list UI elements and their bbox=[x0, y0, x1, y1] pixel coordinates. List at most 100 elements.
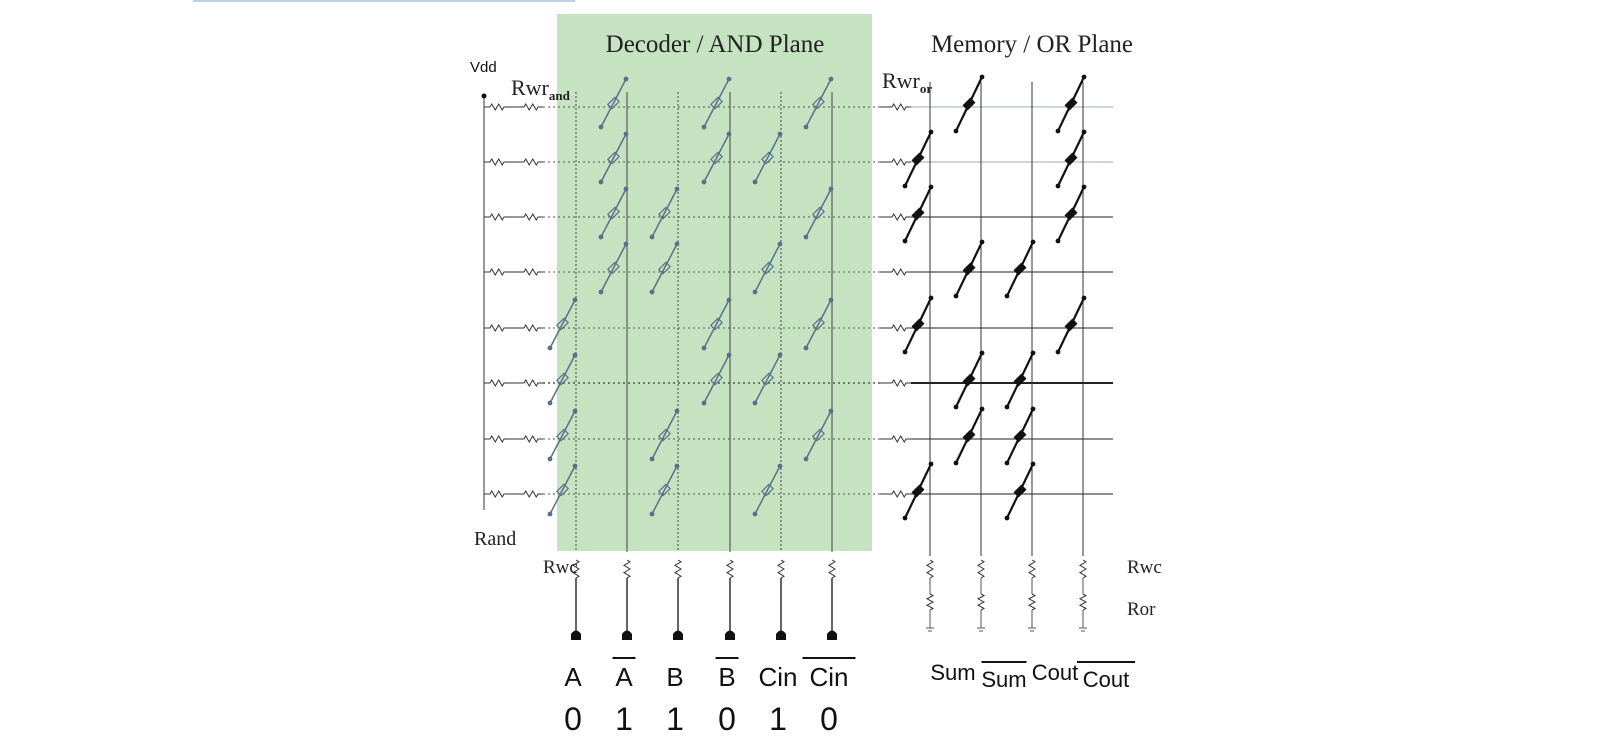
rand-resistor bbox=[485, 268, 509, 276]
device-core bbox=[811, 428, 826, 442]
and-plane-device bbox=[598, 76, 629, 130]
device-terminal bbox=[726, 352, 732, 358]
device-terminal bbox=[1004, 515, 1010, 521]
input-label: Cin bbox=[758, 662, 797, 692]
and-plane-device bbox=[598, 241, 629, 295]
device-terminal bbox=[953, 293, 959, 299]
device-terminal bbox=[1004, 293, 1010, 299]
ror-resistor bbox=[925, 593, 935, 611]
input-value: 1 bbox=[666, 701, 684, 737]
and-plane-device bbox=[803, 76, 834, 130]
vdd-label: Vdd bbox=[470, 59, 497, 76]
device-terminal bbox=[803, 124, 809, 130]
or-plane-device bbox=[1004, 406, 1036, 466]
device-terminal bbox=[1081, 129, 1087, 135]
device-terminal bbox=[803, 345, 809, 351]
rand-label: Rand bbox=[474, 528, 516, 550]
and-plane-device bbox=[649, 463, 680, 517]
rwr-and-label: Rwrand bbox=[511, 75, 571, 103]
rwc-right-label: Rwc bbox=[1127, 557, 1162, 578]
device-terminal bbox=[649, 456, 655, 462]
rwc-resistor bbox=[777, 559, 785, 579]
device-terminal bbox=[623, 76, 629, 82]
or-plane-device bbox=[1055, 184, 1087, 244]
device-terminal bbox=[547, 345, 553, 351]
rwr-or-resistor bbox=[887, 158, 911, 166]
device-core bbox=[1013, 373, 1027, 387]
device-body bbox=[651, 188, 678, 238]
device-core bbox=[760, 372, 775, 386]
device-body bbox=[651, 465, 678, 515]
device-core bbox=[1013, 484, 1027, 498]
rwc-resistor bbox=[926, 559, 934, 579]
and-plane-device bbox=[547, 463, 578, 517]
and-plane-device bbox=[701, 76, 732, 130]
rwr-or-resistor bbox=[887, 490, 911, 498]
device-terminal bbox=[928, 184, 934, 190]
device-body bbox=[703, 133, 730, 183]
device-core bbox=[760, 151, 775, 165]
device-body bbox=[651, 243, 678, 293]
device-body bbox=[600, 78, 627, 128]
rwr-and-resistor bbox=[519, 103, 543, 111]
device-terminal bbox=[777, 241, 783, 247]
device-terminal bbox=[598, 124, 604, 130]
input-value: 1 bbox=[769, 701, 787, 737]
or-plane-device bbox=[1004, 461, 1036, 521]
device-core bbox=[1013, 429, 1027, 443]
rwc-resistor bbox=[623, 559, 631, 579]
rwc-resistor bbox=[674, 559, 682, 579]
rwr-and-resistor bbox=[519, 435, 543, 443]
device-terminal bbox=[979, 74, 985, 80]
input-label: A bbox=[564, 662, 582, 692]
device-terminal bbox=[572, 463, 578, 469]
and-plane-device bbox=[701, 352, 732, 406]
output-label: Cout bbox=[1032, 660, 1078, 685]
rwr-and-resistor bbox=[519, 213, 543, 221]
and-plane-device bbox=[649, 186, 680, 240]
device-terminal bbox=[953, 404, 959, 410]
device-terminal bbox=[1055, 238, 1061, 244]
device-body bbox=[600, 133, 627, 183]
and-plane-device bbox=[803, 297, 834, 351]
rwc-resistor bbox=[977, 559, 985, 579]
input-value: 1 bbox=[615, 701, 633, 737]
device-body bbox=[651, 410, 678, 460]
rand-resistor bbox=[485, 103, 509, 111]
or-plane-title: Memory / OR Plane bbox=[931, 31, 1133, 58]
or-plane-device bbox=[953, 406, 985, 466]
device-body bbox=[754, 243, 781, 293]
rwr-or-resistor bbox=[887, 103, 911, 111]
input-label: Cin bbox=[809, 662, 848, 692]
device-terminal bbox=[649, 511, 655, 517]
device-core bbox=[657, 483, 672, 497]
device-terminal bbox=[649, 234, 655, 240]
device-terminal bbox=[902, 515, 908, 521]
ror-resistor bbox=[1078, 593, 1088, 611]
device-terminal bbox=[598, 179, 604, 185]
device-core bbox=[962, 97, 976, 111]
device-terminal bbox=[953, 460, 959, 466]
and-plane-device bbox=[701, 297, 732, 351]
device-terminal bbox=[902, 349, 908, 355]
device-terminal bbox=[726, 131, 732, 137]
rwr-and-resistor bbox=[519, 158, 543, 166]
rwr-or-resistor bbox=[887, 324, 911, 332]
and-plane-device bbox=[752, 241, 783, 295]
output-label: Sum bbox=[981, 667, 1026, 692]
device-terminal bbox=[598, 234, 604, 240]
device-core bbox=[709, 151, 724, 165]
rwc-left-label: Rwc bbox=[543, 557, 578, 578]
input-driver bbox=[673, 630, 683, 640]
input-driver bbox=[622, 630, 632, 640]
device-body bbox=[805, 299, 832, 349]
device-core bbox=[1064, 318, 1078, 332]
device-terminal bbox=[828, 76, 834, 82]
device-terminal bbox=[623, 186, 629, 192]
rwc-resistor bbox=[1079, 559, 1087, 579]
device-core bbox=[811, 317, 826, 331]
input-label: B bbox=[718, 662, 735, 692]
device-core bbox=[811, 206, 826, 220]
device-terminal bbox=[902, 238, 908, 244]
device-core bbox=[1013, 262, 1027, 276]
